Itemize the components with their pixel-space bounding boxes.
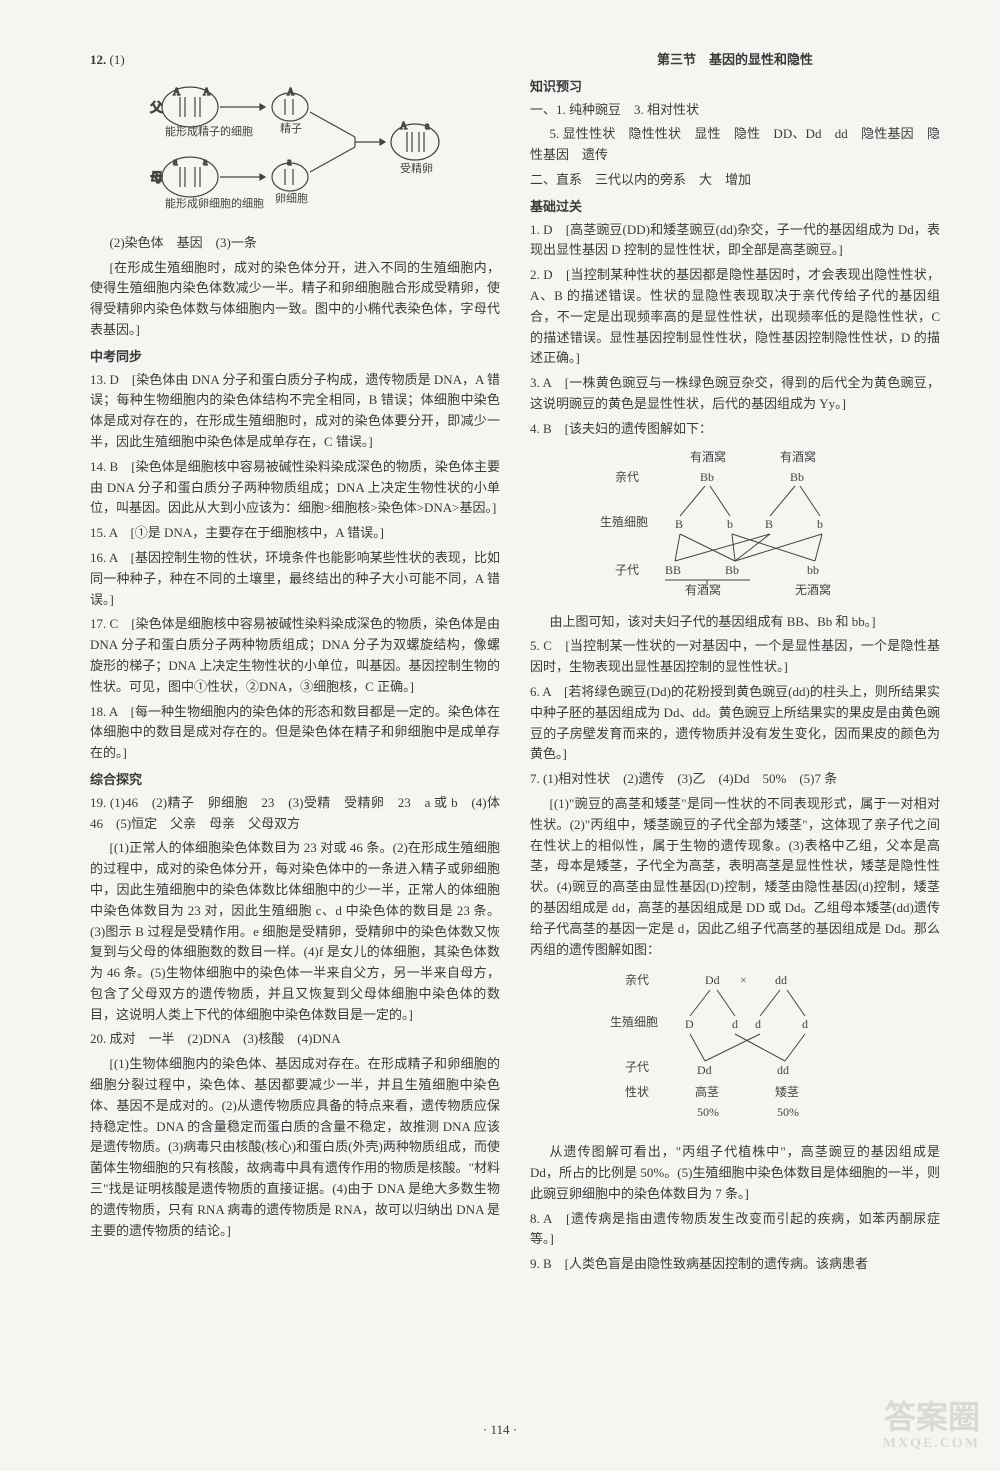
q8: 8. A [遗传病是指由遗传物质发生改变而引起的疾病，如苯丙酮尿症等。]: [530, 1209, 940, 1251]
svg-text:亲代: 亲代: [625, 973, 649, 987]
q18: 18. A [每一种生物细胞内的染色体的形态和数目都是一定的。染色体在体细胞中的…: [90, 702, 500, 764]
q4-cont: 由上图可知，该对夫妇子代的基因组成有 BB、Bb 和 bb。]: [530, 612, 940, 633]
left-column: 12. (1) 父 A A A 母: [90, 50, 500, 1279]
svg-text:能形成精子的细胞: 能形成精子的细胞: [165, 124, 253, 138]
svg-text:a: a: [203, 157, 208, 168]
svg-text:D: D: [685, 1017, 694, 1031]
watermark: 答案圈 MXQE.COM: [883, 1400, 980, 1451]
svg-text:a: a: [173, 157, 178, 168]
midterm-sync-head: 中考同步: [90, 347, 500, 368]
q2: 2. D [当控制某种性状的基因都是隐性基因时，才会表现出隐性性状，A、B 的描…: [530, 265, 940, 369]
svg-text:b: b: [817, 517, 823, 531]
svg-text:B: B: [765, 517, 773, 531]
svg-text:生殖细胞: 生殖细胞: [610, 1014, 658, 1029]
svg-text:受精卵: 受精卵: [400, 162, 433, 175]
svg-text:BB: BB: [665, 563, 681, 577]
svg-text:亲代: 亲代: [615, 470, 639, 484]
svg-text:d: d: [732, 1017, 738, 1031]
q15: 15. A [①是 DNA，主要存在于细胞核中，A 错误。]: [90, 523, 500, 544]
svg-text:A: A: [400, 121, 408, 132]
svg-text:母: 母: [150, 170, 163, 185]
q20-explanation: [(1)生物体细胞内的染色体、基因成对存在。在形成精子和卵细胞的细胞分裂过程中，…: [90, 1054, 500, 1241]
diagram-q7-cross: 亲代 Dd × dd 生殖细胞 Dd dd 子代 Dd: [605, 966, 865, 1136]
svg-text:子代: 子代: [625, 1060, 649, 1074]
q19-explanation: [(1)正常人的体细胞染色体数目为 23 对或 46 条。(2)在形成生殖细胞的…: [90, 838, 500, 1025]
page-number: · 114 ·: [483, 1420, 517, 1441]
q17: 17. C [染色体是细胞核中容易被碱性染料染成深色的物质，染色体是由 DNA …: [90, 614, 500, 697]
q12-sub1: (1): [110, 52, 125, 67]
preview-3: 二、直系 三代以内的旁系 大 增加: [530, 170, 940, 191]
q6: 6. A [若将绿色豌豆(Dd)的花粉授到黄色豌豆(dd)的柱头上，则所结果实中…: [530, 682, 940, 765]
basic-head: 基础过关: [530, 197, 940, 218]
svg-text:A: A: [287, 87, 295, 98]
svg-text:有酒窝: 有酒窝: [685, 582, 721, 597]
svg-text:A: A: [173, 87, 181, 98]
q12-explanation: [在形成生殖细胞时，成对的染色体分开，进入不同的生殖细胞内，使得生殖细胞内染色体…: [90, 258, 500, 341]
svg-text:B: B: [675, 517, 683, 531]
svg-text:d: d: [755, 1017, 761, 1031]
svg-text:卵细胞: 卵细胞: [275, 192, 308, 205]
q7-explanation: [(1)"豌豆的高茎和矮茎"是同一性状的不同表现形式，属于一对相对性状。(2)"…: [530, 794, 940, 960]
svg-text:dd: dd: [775, 973, 787, 987]
preview-2: 5. 显性性状 隐性性状 显性 隐性 DD、Dd dd 隐性基因 隐性基因 遗传: [530, 124, 940, 166]
svg-text:Dd: Dd: [705, 973, 720, 987]
svg-text:50%: 50%: [697, 1105, 719, 1119]
svg-text:Bb: Bb: [725, 563, 739, 577]
svg-text:无酒窝: 无酒窝: [795, 582, 831, 597]
q13: 13. D [染色体由 DNA 分子和蛋白质分子构成，遗传物质是 DNA，A 错…: [90, 370, 500, 453]
svg-text:性状: 性状: [625, 1085, 649, 1099]
svg-text:a: a: [287, 157, 292, 168]
right-column: 第三节 基因的显性和隐性 知识预习 一、1. 纯种豌豆 3. 相对性状 5. 显…: [530, 50, 940, 1279]
svg-text:a: a: [425, 121, 430, 132]
svg-text:能形成卵细胞的细胞: 能形成卵细胞的细胞: [165, 196, 264, 210]
svg-text:50%: 50%: [777, 1105, 799, 1119]
svg-text:高茎: 高茎: [695, 1084, 719, 1099]
q16: 16. A [基因控制生物的性状，环境条件也能影响某些性状的表现，比如同一种种子…: [90, 548, 500, 610]
svg-text:Bb: Bb: [700, 470, 714, 484]
q7-answer: 7. (1)相对性状 (2)遗传 (3)乙 (4)Dd 50% (5)7 条: [530, 769, 940, 790]
q3: 3. A [一株黄色豌豆与一株绿色豌豆杂交，得到的后代全为黄色豌豆，这说明豌豆的…: [530, 373, 940, 415]
svg-text:b: b: [727, 517, 733, 531]
svg-text:bb: bb: [807, 563, 819, 577]
q12-part2: (2)染色体 基因 (3)一条: [90, 233, 500, 254]
svg-text:A: A: [203, 87, 211, 98]
q14: 14. B [染色体是细胞核中容易被碱性染料染成深色的物质，染色体主要由 DNA…: [90, 457, 500, 519]
svg-text:Bb: Bb: [790, 470, 804, 484]
preview-1: 一、1. 纯种豌豆 3. 相对性状: [530, 100, 940, 121]
q12-num: 12.: [90, 52, 106, 67]
svg-text:有酒窝: 有酒窝: [690, 449, 726, 464]
explore-head: 综合探究: [90, 770, 500, 791]
watermark-main: 答案圈: [884, 1399, 980, 1435]
q19-answer: 19. (1)46 (2)精子 卵细胞 23 (3)受精 受精卵 23 a 或 …: [90, 793, 500, 835]
q9: 9. B [人类色盲是由隐性致病基因控制的遗传病。该病患者: [530, 1254, 940, 1275]
watermark-sub: MXQE.COM: [883, 1436, 980, 1451]
svg-text:dd: dd: [777, 1063, 789, 1077]
svg-text:d: d: [802, 1017, 808, 1031]
svg-text:Dd: Dd: [697, 1063, 712, 1077]
svg-text:生殖细胞: 生殖细胞: [600, 514, 648, 529]
diagram-fertilization: 父 A A A 母 a a a: [135, 77, 455, 227]
svg-text:父: 父: [150, 100, 163, 115]
diagram-q4-cross: 有酒窝 有酒窝 亲代 Bb Bb 生殖细胞 Bb Bb: [585, 446, 885, 606]
q12-header: 12. (1): [90, 50, 500, 71]
svg-text:子代: 子代: [615, 563, 639, 577]
q5: 5. C [当控制某一性状的一对基因中，一个是显性基因，一个是隐性基因时，生物表…: [530, 636, 940, 678]
q4: 4. B [该夫妇的遗传图解如下：: [530, 419, 940, 440]
section-3-title: 第三节 基因的显性和隐性: [530, 50, 940, 71]
svg-text:×: ×: [740, 973, 747, 987]
q1: 1. D [高茎豌豆(DD)和矮茎豌豆(dd)杂交，子一代的基因组成为 Dd，表…: [530, 220, 940, 262]
preview-head: 知识预习: [530, 77, 940, 98]
q20-answer: 20. 成对 一半 (2)DNA (3)核酸 (4)DNA: [90, 1029, 500, 1050]
svg-text:矮茎: 矮茎: [775, 1085, 799, 1099]
svg-text:有酒窝: 有酒窝: [780, 449, 816, 464]
svg-text:精子: 精子: [280, 122, 302, 135]
q7-cont: 从遗传图解可看出，"丙组子代植株中"，高茎豌豆的基因组成是 Dd，所占的比例是 …: [530, 1142, 940, 1204]
